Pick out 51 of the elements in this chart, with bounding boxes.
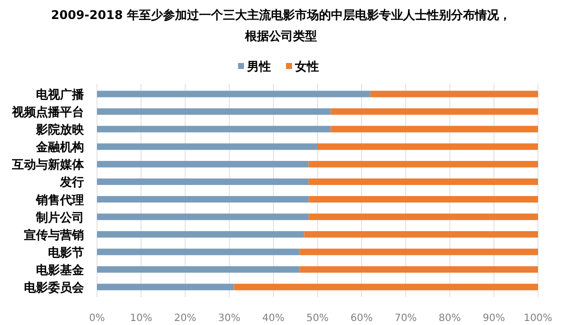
y-tick-label: 影院放映 — [35, 122, 85, 137]
bar — [300, 266, 538, 273]
x-tick-label: 40% — [262, 313, 285, 324]
chart-title: 2009-2018 年至少参加过一个三大主流电影市场的中层电影专业人士性别分布情况， — [51, 8, 511, 22]
bar — [97, 266, 300, 273]
chart-subtitle: 根据公司类型 — [244, 29, 317, 43]
bar — [97, 284, 234, 290]
bar — [308, 178, 538, 185]
bar — [308, 196, 538, 203]
bar — [97, 126, 331, 132]
x-tick-label: 90% — [482, 313, 506, 324]
x-tick-label: 80% — [438, 313, 461, 324]
bar — [304, 231, 538, 238]
y-tick-label: 制片公司 — [35, 210, 84, 224]
bar — [97, 160, 309, 168]
y-tick-label: 电视广播 — [36, 88, 85, 102]
bar — [97, 196, 309, 203]
x-tick-label: 20% — [174, 313, 196, 324]
legend-label: 男性 — [246, 60, 271, 74]
x-tick-label: 30% — [218, 313, 240, 324]
y-tick-label: 宣传与营销 — [24, 228, 84, 242]
x-tick-label: 0% — [89, 313, 105, 324]
bar — [97, 108, 331, 115]
y-tick-label: 金融机构 — [35, 140, 84, 154]
bar — [330, 108, 538, 115]
bar — [97, 231, 304, 238]
bar — [97, 214, 309, 220]
bar — [97, 90, 370, 98]
y-tick-label: 互动与新媒体 — [11, 158, 85, 172]
bar — [308, 214, 538, 220]
x-tick-label: 10% — [130, 313, 152, 324]
bar — [318, 143, 538, 150]
x-tick-label: 50% — [306, 313, 329, 324]
bar — [97, 178, 309, 185]
y-tick-label: 电影节 — [48, 245, 84, 260]
bar — [234, 284, 538, 290]
bar — [97, 248, 300, 256]
x-tick-label: 70% — [394, 313, 417, 324]
y-tick-label: 发行 — [59, 175, 84, 190]
y-tick-label: 视频点播平台 — [11, 105, 84, 120]
x-tick-label: 100% — [524, 313, 552, 324]
y-tick-label: 电影委员会 — [24, 280, 85, 294]
legend-label: 女性 — [294, 60, 319, 74]
y-tick-label: 销售代理 — [35, 192, 84, 207]
bar — [97, 143, 318, 150]
x-tick-label: 60% — [350, 313, 373, 324]
bar — [308, 160, 538, 168]
y-tick-label: 电影基金 — [36, 262, 85, 277]
bar — [330, 126, 538, 132]
bar — [370, 90, 538, 98]
bar — [300, 248, 538, 256]
